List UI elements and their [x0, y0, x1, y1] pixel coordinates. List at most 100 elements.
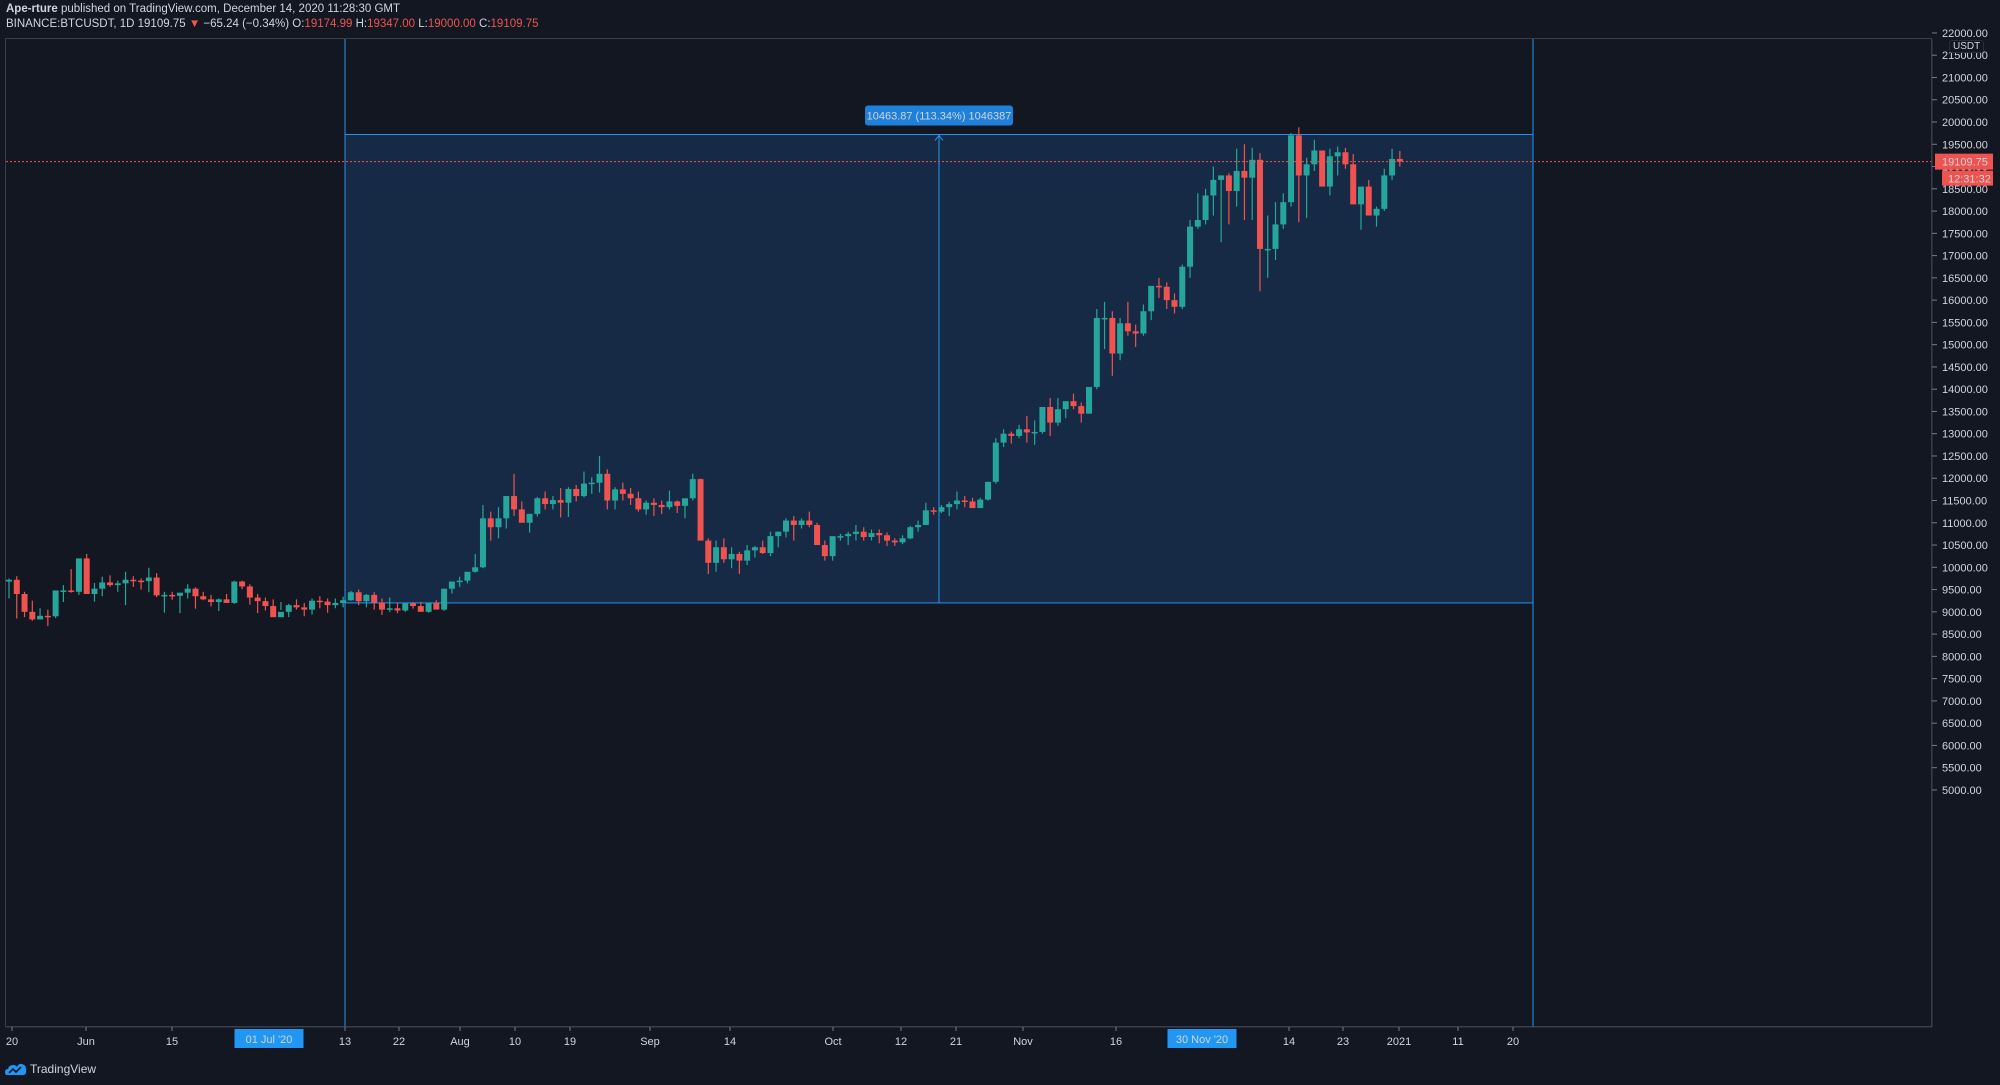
time-axis[interactable]: 20 Jun 15 01 Jul '20 13 22 Aug 10 19 Sep 14 Oct 12 21… [6, 1026, 1932, 1048]
candle [627, 488, 634, 505]
x-tick-label: 10 [509, 1036, 521, 1048]
x-tick-label: 21 [950, 1036, 962, 1048]
candle [138, 578, 145, 590]
candle [1256, 153, 1263, 292]
high-label: H: [355, 18, 368, 30]
date-price-range-tool[interactable]: 10463.87 (113.34%) 1046387 [344, 39, 1534, 1027]
candle [619, 482, 626, 501]
y-tick-label: 6500.00 [1942, 718, 1982, 730]
candle [1039, 406, 1046, 434]
x-tick-label: 15 [166, 1036, 178, 1048]
candle [1054, 398, 1061, 426]
y-tick-label: 10500.00 [1942, 540, 1988, 552]
candle [565, 487, 572, 517]
candle [487, 511, 494, 541]
author-name[interactable]: Ape-rture [6, 3, 58, 15]
close-label: C: [479, 18, 491, 30]
countdown-badge [1942, 170, 1993, 186]
last-price: 19109.75 [137, 18, 186, 30]
candle [767, 531, 774, 557]
candle [231, 580, 238, 604]
x-tick-label: 22 [393, 1036, 405, 1048]
candle [1016, 424, 1023, 439]
y-tick-label: 22000.00 [1942, 28, 1988, 40]
candle [472, 553, 479, 573]
y-tick-label: 11500.00 [1942, 496, 1987, 508]
candle [596, 455, 603, 493]
price-axis[interactable]: 22000.00 21500.00 21000.00 20500.00 20000.00… [1931, 28, 1993, 1027]
candle [130, 576, 137, 587]
x-tick-label: 16 [1110, 1036, 1122, 1048]
y-tick-label: 12500.00 [1942, 451, 1988, 463]
brand-name: TradingView [30, 1062, 97, 1076]
y-tick-label: 14000.00 [1942, 384, 1988, 396]
candle [1381, 168, 1388, 212]
y-tick-label: 11000.00 [1942, 518, 1987, 530]
candle [1264, 215, 1271, 278]
y-tick-label: 13000.00 [1942, 429, 1988, 441]
candle [1023, 415, 1030, 443]
y-tick-label: 18500.00 [1942, 184, 1988, 196]
candle [542, 491, 549, 510]
candle [1218, 175, 1225, 243]
y-tick-label: 10000.00 [1942, 562, 1988, 574]
candle [744, 545, 751, 566]
candle [612, 487, 619, 510]
publish-info: Ape-rture published on TradingView.com, … [6, 3, 400, 15]
candle [1078, 402, 1085, 423]
close-value: 19109.75 [490, 18, 539, 30]
candle [107, 575, 114, 587]
candle [1334, 146, 1341, 176]
candle [91, 582, 98, 602]
candle [1280, 193, 1287, 229]
y-tick-label: 7500.00 [1942, 674, 1982, 686]
candle [635, 491, 642, 512]
candle [1093, 309, 1100, 390]
candle [1155, 277, 1162, 298]
current-price-badge [1935, 153, 1993, 170]
candle [21, 591, 28, 618]
low-value: 19000.00 [427, 18, 476, 30]
candle [456, 576, 463, 587]
x-tick-label: 20 [1507, 1036, 1519, 1048]
candle [1194, 193, 1201, 229]
candle [145, 567, 152, 593]
tradingview-logo[interactable]: TradingView [5, 1062, 96, 1076]
candle [790, 516, 797, 541]
candle [347, 590, 354, 601]
candle [852, 524, 859, 541]
candle [378, 598, 385, 615]
candle [1225, 173, 1232, 225]
candle [573, 484, 580, 502]
candle [876, 529, 883, 544]
candle [169, 591, 176, 600]
candle [899, 535, 906, 545]
candle [751, 545, 758, 558]
candle [775, 531, 782, 548]
y-tick-label: 21500.00 [1942, 50, 1988, 62]
candle [518, 501, 525, 523]
candle [402, 603, 409, 612]
candle [1171, 293, 1178, 314]
candle [689, 473, 696, 501]
x-tick-label: Aug [450, 1036, 470, 1048]
candle [293, 599, 300, 610]
x-tick-label: Sep [640, 1036, 660, 1048]
candle [417, 602, 424, 612]
candle [394, 602, 401, 614]
candle [386, 597, 393, 612]
candle [821, 540, 828, 561]
candle [658, 500, 665, 514]
y-tick-label: 5500.00 [1942, 763, 1982, 775]
candle [837, 533, 844, 541]
countdown-value: 12:31:32 [1948, 174, 1991, 186]
candle [363, 594, 370, 608]
y-tick-label: 7000.00 [1942, 696, 1982, 708]
currency-label[interactable]: USDT [1949, 40, 1985, 53]
candle [969, 497, 976, 509]
candle [643, 500, 650, 515]
candle [433, 600, 440, 610]
candle [495, 507, 502, 539]
candle [713, 540, 720, 572]
